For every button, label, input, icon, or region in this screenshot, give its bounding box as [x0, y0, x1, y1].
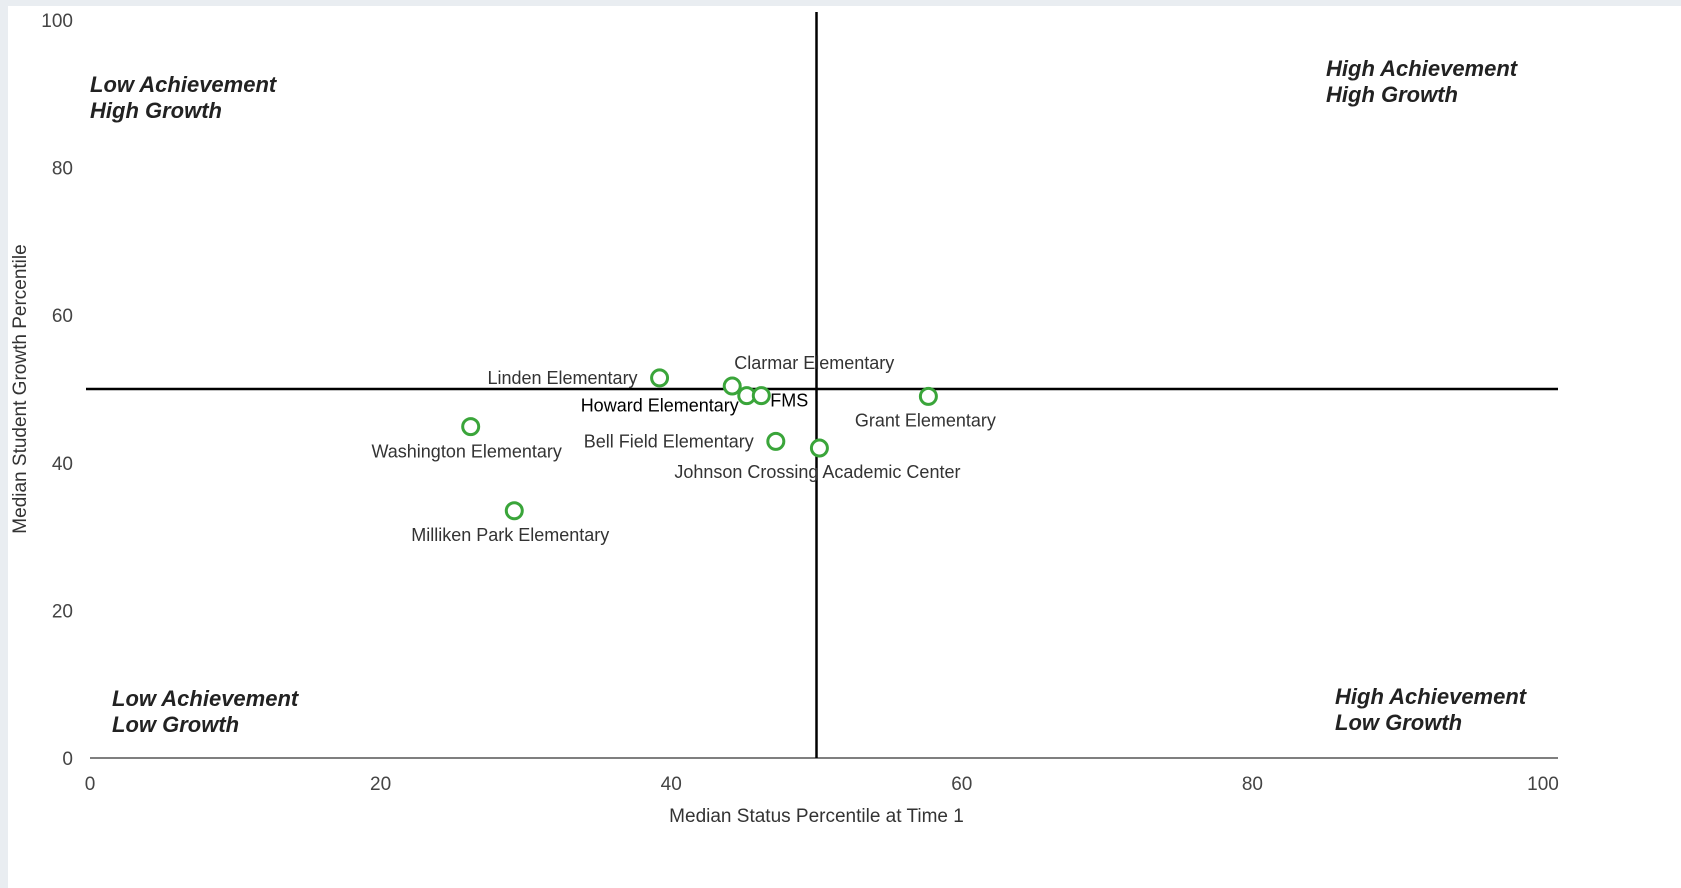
data-label: Washington Elementary: [371, 442, 561, 462]
data-point: [766, 431, 786, 451]
y-tick-label: 0: [62, 749, 73, 770]
quadrant-label-top-left: High Growth: [90, 98, 222, 123]
quadrant-label-top-right: High Growth: [1326, 82, 1458, 107]
data-point: [809, 438, 829, 458]
x-tick-label: 40: [661, 774, 682, 795]
x-tick-label: 100: [1527, 774, 1559, 795]
data-label: Linden Elementary: [487, 368, 637, 388]
data-label: Bell Field Elementary: [584, 431, 754, 451]
x-tick-label: 60: [951, 774, 972, 795]
quadrant-label-bottom-right: High Achievement: [1335, 684, 1528, 709]
x-axis-title: Median Status Percentile at Time 1: [669, 806, 964, 827]
quadrant-label-bottom-left: Low Achievement: [112, 686, 300, 711]
y-tick-label: 20: [52, 601, 73, 622]
data-label: Grant Elementary: [855, 410, 996, 430]
data-label: Milliken Park Elementary: [411, 525, 609, 545]
x-tick-label: 20: [370, 774, 391, 795]
y-tick-label: 60: [52, 306, 73, 327]
x-tick-label: 80: [1242, 774, 1263, 795]
data-point: [461, 417, 481, 437]
data-point: [504, 501, 524, 521]
quadrant-label-bottom-left: Low Growth: [112, 712, 239, 737]
data-label: FMS: [770, 391, 808, 411]
data-point: [918, 386, 938, 406]
quadrant-label-top-left: Low Achievement: [90, 72, 278, 97]
y-axis-title: Median Student Growth Percentile: [10, 244, 31, 533]
data-point: [650, 368, 670, 388]
data-point: [751, 386, 771, 406]
data-label: Johnson Crossing Academic Center: [674, 462, 960, 482]
x-tick-label: 0: [85, 774, 96, 795]
scatter-chart: 0 20 40 60 80 100 0 20 40 60 80 100 Median Status Pe…: [10, 11, 1559, 827]
data-label: Clarmar Elementary: [734, 353, 894, 373]
quadrant-label-top-right: High Achievement: [1326, 56, 1519, 81]
chart-panel: 0 20 40 60 80 100 0 20 40 60 80 100 Median Status Pe…: [8, 6, 1681, 888]
data-label: Howard Elementary: [581, 396, 739, 416]
y-tick-label: 100: [41, 11, 73, 32]
y-tick-label: 80: [52, 159, 73, 180]
y-tick-label: 40: [52, 454, 73, 475]
data-point: [722, 376, 742, 396]
quadrant-label-bottom-right: Low Growth: [1335, 710, 1462, 735]
